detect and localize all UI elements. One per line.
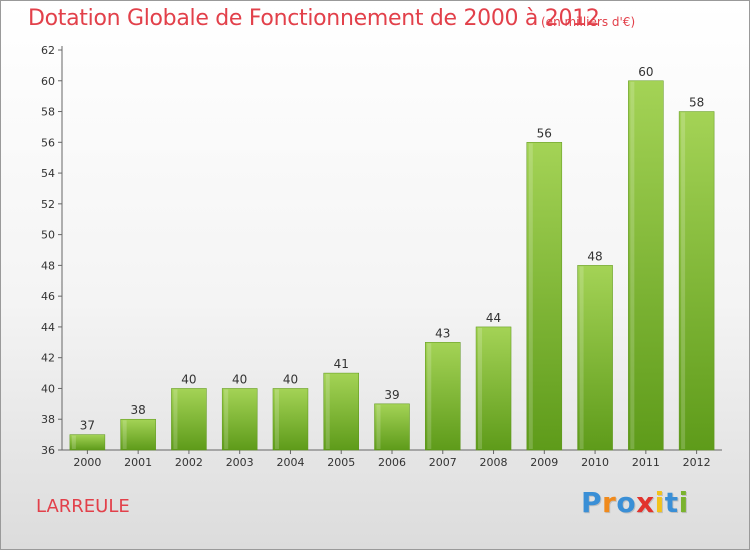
bar-2003: [221, 388, 258, 451]
bar-highlight: [325, 374, 330, 449]
x-tick-label: 2006: [378, 456, 406, 469]
data-label-2009: 56: [537, 126, 552, 140]
data-label-2012: 58: [689, 96, 704, 110]
x-tick-label: 2005: [327, 456, 355, 469]
bar-2004: [272, 388, 309, 451]
y-tick-label: 46: [41, 290, 55, 303]
x-tick-label: 2007: [429, 456, 457, 469]
bar-highlight: [376, 404, 381, 449]
x-tick-label: 2008: [480, 456, 508, 469]
bar-highlight: [630, 81, 635, 450]
bar-2001: [120, 418, 156, 451]
bar-highlight: [274, 389, 279, 449]
data-label-2007: 43: [435, 326, 450, 340]
bar-2007: [425, 342, 461, 451]
x-tick-label: 2012: [683, 456, 711, 469]
y-tick-label: 40: [41, 382, 55, 395]
bar-highlight: [681, 112, 686, 450]
bar-highlight: [122, 420, 127, 449]
data-label-2010: 48: [587, 249, 602, 263]
x-tick-label: 2004: [276, 456, 304, 469]
data-label-2005: 41: [334, 357, 349, 371]
bar-highlight: [173, 389, 178, 449]
y-tick-label: 44: [41, 321, 55, 334]
bars: [69, 80, 715, 451]
x-tick-label: 2000: [73, 456, 101, 469]
bar-2002: [171, 388, 207, 451]
x-tick-label: 2010: [581, 456, 609, 469]
data-label-2008: 44: [486, 311, 501, 325]
x-tick-label: 2011: [632, 456, 660, 469]
data-label-2001: 38: [131, 403, 146, 417]
bar-2005: [323, 372, 359, 451]
data-label-2002: 40: [181, 372, 196, 386]
bar-2006: [374, 403, 410, 451]
bar-highlight: [528, 143, 533, 450]
data-label-2000: 37: [80, 419, 95, 433]
commune-name: LARREULE: [36, 496, 130, 517]
y-tick-label: 60: [41, 75, 55, 88]
y-tick-label: 38: [41, 413, 55, 426]
data-labels: 37 38 40 40 40 41 39 43 44 56 48 60 58: [80, 65, 705, 433]
bar-highlight: [478, 327, 483, 449]
bar-2011: [628, 80, 664, 451]
y-tick-label: 52: [41, 198, 55, 211]
bar-highlight: [579, 266, 584, 449]
bar-2012: [678, 111, 715, 451]
data-label-2004: 40: [283, 372, 298, 386]
y-tick-label: 62: [41, 44, 55, 57]
y-tick-label: 56: [41, 136, 55, 149]
y-tick-label: 42: [41, 352, 55, 365]
data-label-2003: 40: [232, 372, 247, 386]
y-tick-label: 48: [41, 259, 55, 272]
bar-highlight: [224, 389, 229, 449]
chart-title: Dotation Globale de Fonctionnement de 20…: [28, 6, 600, 31]
bar-2000: [69, 434, 106, 451]
bar-2010: [577, 265, 613, 451]
bar-highlight: [427, 343, 432, 449]
data-label-2006: 39: [384, 388, 399, 402]
x-tick-label: 2003: [226, 456, 254, 469]
bar-2009: [526, 142, 563, 451]
bar-2008: [475, 326, 512, 451]
data-label-2011: 60: [638, 65, 653, 79]
chart-subtitle: (en milliers d'€): [541, 15, 636, 29]
x-tick-label: 2009: [530, 456, 558, 469]
x-tick-label: 2002: [175, 456, 203, 469]
y-tick-label: 36: [41, 444, 55, 457]
y-tick-label: 58: [41, 106, 55, 119]
proxiti-logo: Proxiti: [581, 486, 689, 519]
bar-highlight: [71, 435, 76, 449]
y-tick-label: 54: [41, 167, 55, 180]
y-tick-label: 50: [41, 229, 55, 242]
x-tick-label: 2001: [124, 456, 152, 469]
